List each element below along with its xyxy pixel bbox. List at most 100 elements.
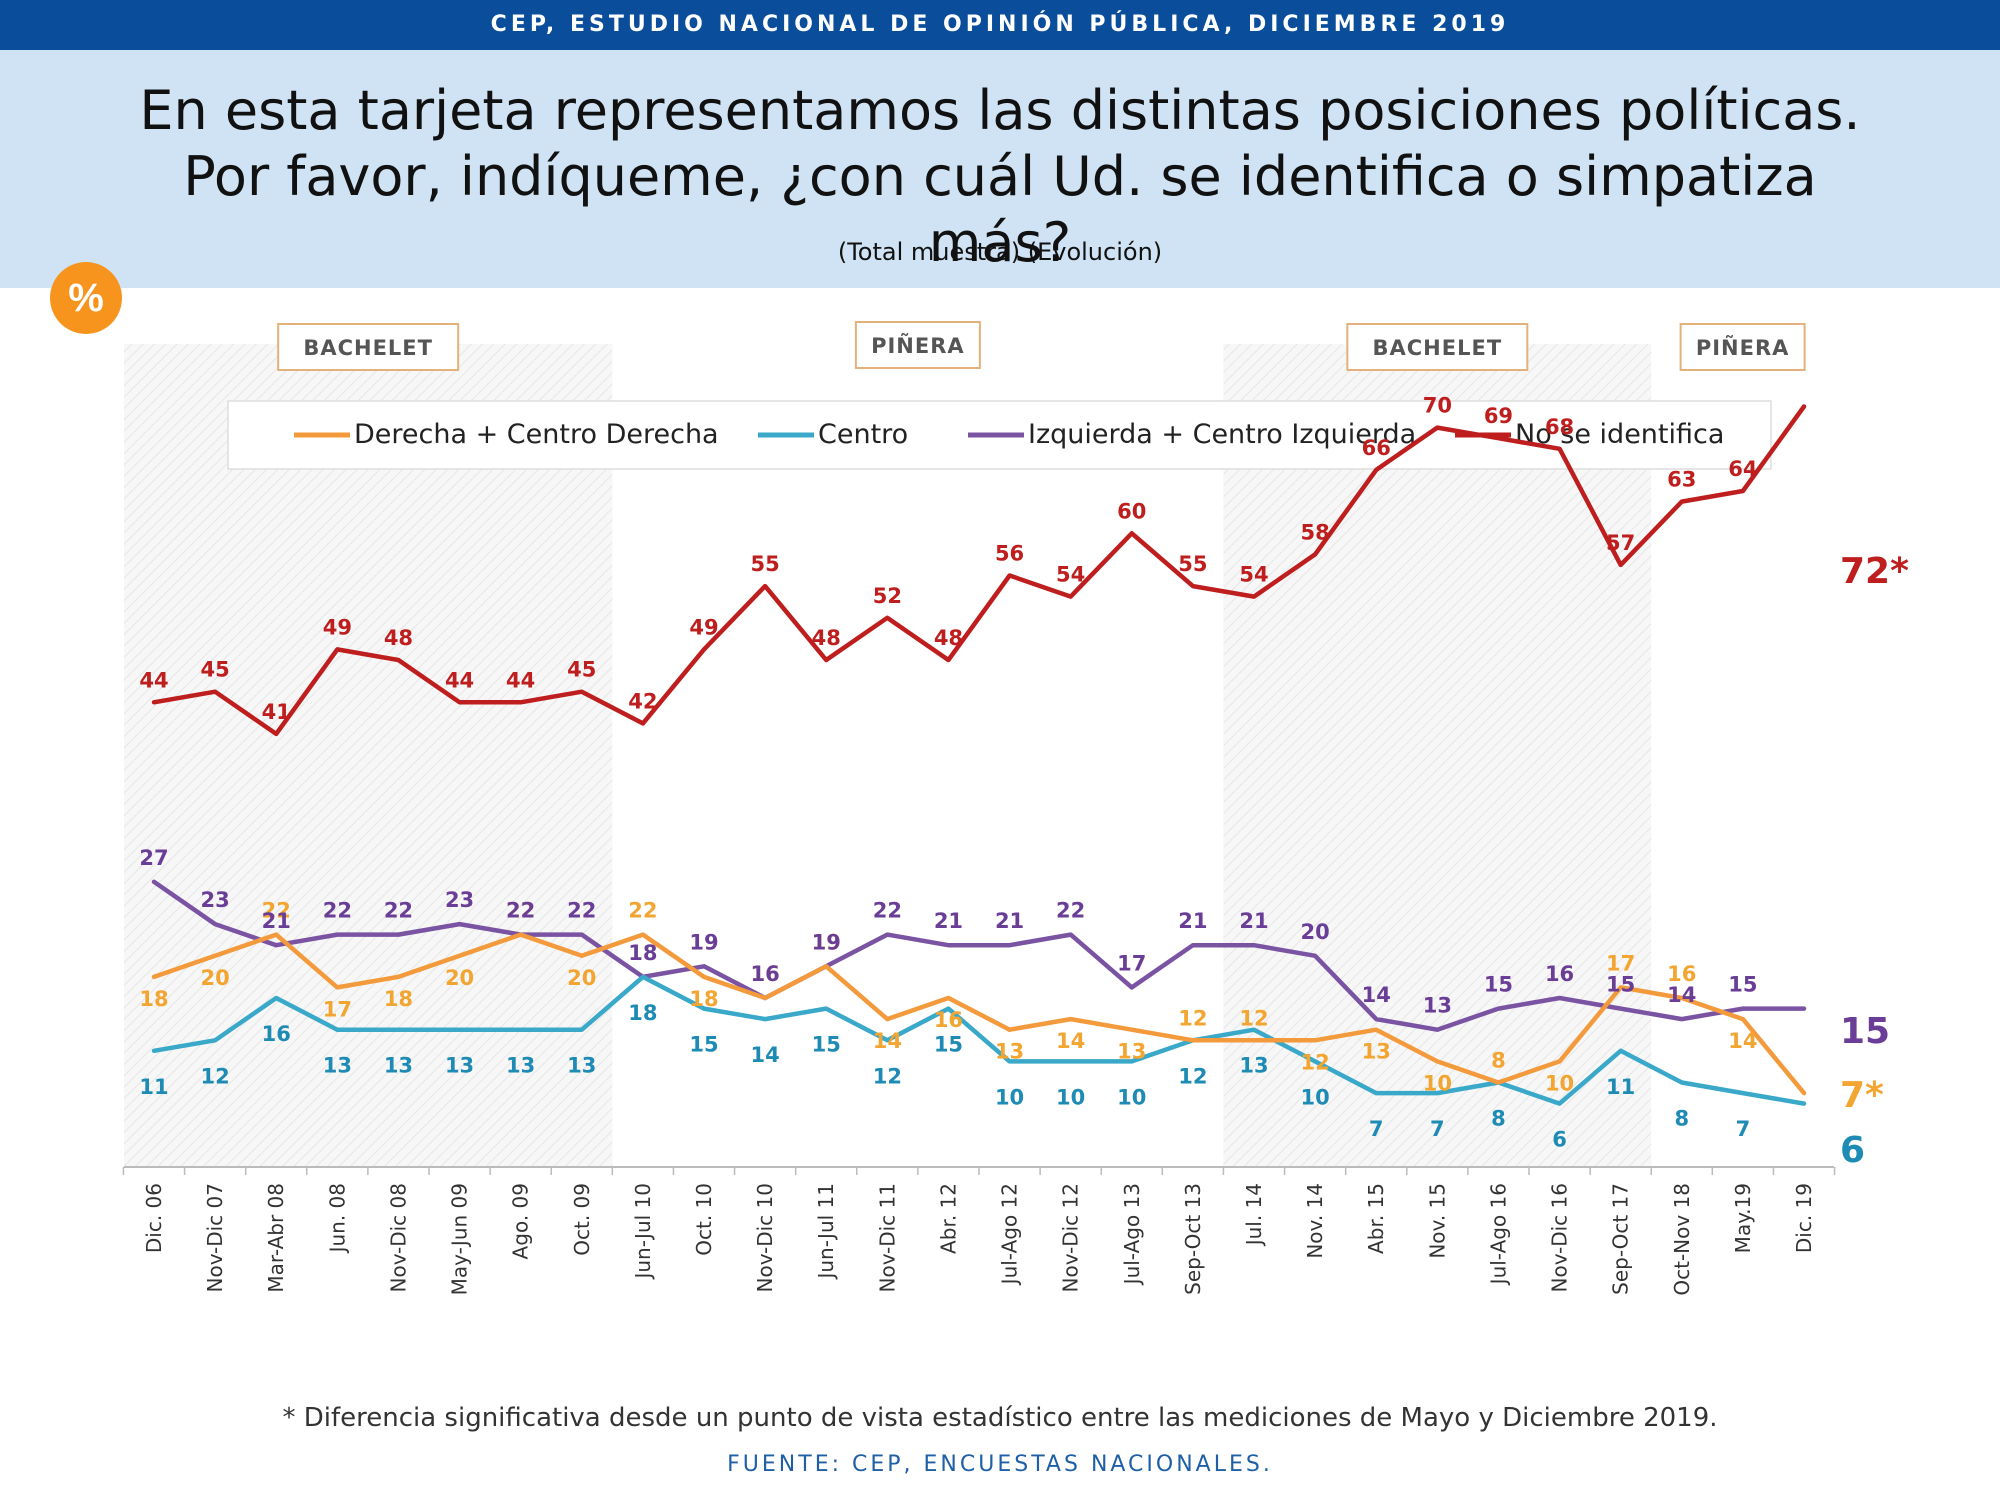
data-label: 69 xyxy=(1484,404,1513,428)
data-label: 13 xyxy=(1117,1040,1146,1064)
data-label: 12 xyxy=(873,1064,902,1088)
data-label: 13 xyxy=(995,1040,1024,1064)
data-label: 22 xyxy=(262,899,291,923)
data-label: 70 xyxy=(1423,394,1452,418)
data-label: 15 xyxy=(689,1033,718,1057)
data-label: 14 xyxy=(750,1043,779,1067)
data-label: 23 xyxy=(445,888,474,912)
data-label: 21 xyxy=(262,909,291,933)
data-label: 16 xyxy=(262,1022,291,1046)
report-banner: CEP, ESTUDIO NACIONAL DE OPINIÓN PÚBLICA… xyxy=(0,0,2000,50)
data-label: 11 xyxy=(139,1075,168,1099)
data-label: 49 xyxy=(689,615,718,639)
x-tick-label: Jun-Jul 11 xyxy=(814,1183,838,1281)
data-label: 18 xyxy=(384,987,413,1011)
x-tick-label: Dic. 06 xyxy=(142,1183,166,1253)
legend-label: Derecha + Centro Derecha xyxy=(354,419,719,450)
x-tick-label: Oct-Nov 18 xyxy=(1670,1183,1694,1296)
data-label: 13 xyxy=(567,1054,596,1078)
data-label: 68 xyxy=(1545,415,1574,439)
data-label: 21 xyxy=(934,909,963,933)
data-label: 6 xyxy=(1552,1128,1567,1152)
data-label: 23 xyxy=(200,888,229,912)
data-label: 57 xyxy=(1606,531,1635,555)
data-label: 13 xyxy=(1362,1040,1391,1064)
chart-question: En esta tarjeta representamos las distin… xyxy=(139,79,1861,274)
series-line xyxy=(151,879,1807,1032)
data-label: 15 xyxy=(812,1033,841,1057)
data-label: 10 xyxy=(995,1085,1024,1109)
data-label: 21 xyxy=(1178,909,1207,933)
x-tick-label: Jul. 14 xyxy=(1242,1183,1266,1247)
data-label: 44 xyxy=(445,668,474,692)
data-label: 49 xyxy=(323,615,352,639)
data-label: 22 xyxy=(1056,899,1085,923)
data-label: 19 xyxy=(812,930,841,954)
x-tick-label: Sep-Oct 17 xyxy=(1609,1183,1633,1295)
line-chart: Dic. 06 Nov-Dic 07 Mar-Abr 08 Jun. 08 Nov-Di… xyxy=(122,321,1909,1296)
data-label: 16 xyxy=(934,1008,963,1032)
x-tick-label: Nov-Dic 16 xyxy=(1548,1183,1572,1292)
data-label: 56 xyxy=(995,542,1024,566)
data-label: 7 xyxy=(1736,1117,1751,1141)
data-label: 48 xyxy=(812,626,841,650)
source-note: FUENTE: CEP, ENCUESTAS NACIONALES. xyxy=(727,1452,1273,1477)
x-tick-label: Sep-Oct 13 xyxy=(1181,1183,1205,1295)
data-label: 42 xyxy=(628,689,657,713)
end-label: 6 xyxy=(1840,1130,1865,1171)
x-tick-label: Nov-Dic 11 xyxy=(875,1183,899,1292)
data-label: 22 xyxy=(506,899,535,923)
question-band xyxy=(0,50,2000,288)
data-label: 8 xyxy=(1491,1107,1506,1131)
data-label: 16 xyxy=(1667,962,1696,986)
data-label: 58 xyxy=(1300,520,1329,544)
x-tick-label: Nov. 14 xyxy=(1303,1183,1327,1259)
data-label: 18 xyxy=(628,1001,657,1025)
data-label: 63 xyxy=(1667,468,1696,492)
data-label: 15 xyxy=(1484,973,1513,997)
footnote: * Diferencia significativa desde un punt… xyxy=(282,1403,1718,1433)
period-box xyxy=(1346,323,1529,371)
x-tick-label: May.19 xyxy=(1731,1183,1755,1253)
series-line xyxy=(151,932,1807,1096)
data-label: 7 xyxy=(1430,1117,1445,1141)
period-label: BACHELET xyxy=(303,336,433,360)
data-label: 22 xyxy=(384,899,413,923)
data-label: 20 xyxy=(200,966,229,990)
period-box xyxy=(277,323,460,371)
data-label: 22 xyxy=(628,899,657,923)
data-label: 20 xyxy=(567,966,596,990)
data-label: 60 xyxy=(1117,499,1146,523)
x-tick-label: Abr. 15 xyxy=(1364,1183,1388,1254)
x-tick-label: Jun. 08 xyxy=(325,1183,349,1254)
data-label: 10 xyxy=(1545,1071,1574,1095)
x-tick-label: Jul-Ago 13 xyxy=(1120,1183,1144,1286)
data-label: 8 xyxy=(1491,1049,1506,1073)
data-label: 14 xyxy=(1728,1029,1757,1053)
period-label: PIÑERA xyxy=(1696,335,1790,360)
data-label: 52 xyxy=(873,584,902,608)
data-label: 12 xyxy=(1178,1064,1207,1088)
x-tick-label: Nov-Dic 08 xyxy=(386,1183,410,1292)
data-label: 64 xyxy=(1728,457,1757,481)
x-tick-label: May-Jun 09 xyxy=(448,1183,472,1295)
data-label: 22 xyxy=(567,899,596,923)
data-label: 66 xyxy=(1362,436,1391,460)
data-label: 13 xyxy=(1239,1054,1268,1078)
end-label: 72* xyxy=(1840,551,1909,592)
data-label: 19 xyxy=(812,930,841,954)
series-line xyxy=(151,974,1807,1106)
series-line xyxy=(151,404,1807,737)
x-tick-label: Jun-Jul 10 xyxy=(631,1183,655,1281)
data-label: 16 xyxy=(750,962,779,986)
x-tick-label: Oct. 09 xyxy=(570,1183,594,1256)
data-label: 12 xyxy=(1178,1006,1207,1030)
data-label: 18 xyxy=(628,941,657,965)
x-tick-label: Nov-Dic 12 xyxy=(1059,1183,1083,1292)
data-label: 17 xyxy=(323,997,352,1021)
data-label: 10 xyxy=(1300,1085,1329,1109)
legend-label: Centro xyxy=(818,419,908,450)
data-label: 14 xyxy=(1056,1029,1085,1053)
x-tick-label: Oct. 10 xyxy=(692,1183,716,1256)
data-label: 48 xyxy=(934,626,963,650)
